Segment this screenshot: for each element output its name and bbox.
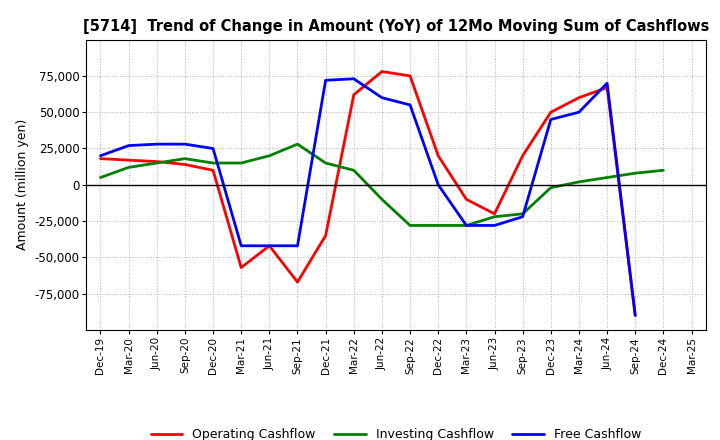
Operating Cashflow: [349, 92, 358, 97]
Operating Cashflow: [96, 156, 105, 161]
Investing Cashflow: [153, 160, 161, 165]
Investing Cashflow: [96, 175, 105, 180]
Free Cashflow: [125, 143, 133, 148]
Investing Cashflow: [406, 223, 415, 228]
Title: [5714]  Trend of Change in Amount (YoY) of 12Mo Moving Sum of Cashflows: [5714] Trend of Change in Amount (YoY) o…: [83, 19, 709, 34]
Investing Cashflow: [265, 153, 274, 158]
Y-axis label: Amount (million yen): Amount (million yen): [16, 119, 29, 250]
Operating Cashflow: [490, 211, 499, 216]
Investing Cashflow: [349, 168, 358, 173]
Legend: Operating Cashflow, Investing Cashflow, Free Cashflow: Operating Cashflow, Investing Cashflow, …: [146, 423, 646, 440]
Free Cashflow: [237, 243, 246, 249]
Free Cashflow: [321, 77, 330, 83]
Operating Cashflow: [181, 162, 189, 167]
Investing Cashflow: [377, 197, 386, 202]
Investing Cashflow: [575, 179, 583, 184]
Free Cashflow: [603, 81, 611, 86]
Free Cashflow: [209, 146, 217, 151]
Investing Cashflow: [125, 165, 133, 170]
Operating Cashflow: [153, 159, 161, 164]
Free Cashflow: [575, 110, 583, 115]
Operating Cashflow: [603, 85, 611, 90]
Free Cashflow: [181, 142, 189, 147]
Operating Cashflow: [434, 153, 443, 158]
Investing Cashflow: [659, 168, 667, 173]
Investing Cashflow: [181, 156, 189, 161]
Free Cashflow: [518, 214, 527, 220]
Investing Cashflow: [434, 223, 443, 228]
Investing Cashflow: [631, 171, 639, 176]
Line: Investing Cashflow: Investing Cashflow: [101, 144, 663, 225]
Operating Cashflow: [518, 153, 527, 158]
Investing Cashflow: [462, 223, 471, 228]
Operating Cashflow: [406, 73, 415, 78]
Free Cashflow: [546, 117, 555, 122]
Line: Free Cashflow: Free Cashflow: [101, 79, 635, 315]
Free Cashflow: [631, 313, 639, 318]
Operating Cashflow: [265, 243, 274, 249]
Operating Cashflow: [377, 69, 386, 74]
Operating Cashflow: [631, 313, 639, 318]
Free Cashflow: [293, 243, 302, 249]
Investing Cashflow: [603, 175, 611, 180]
Free Cashflow: [153, 142, 161, 147]
Free Cashflow: [349, 76, 358, 81]
Line: Operating Cashflow: Operating Cashflow: [101, 72, 635, 315]
Operating Cashflow: [125, 158, 133, 163]
Investing Cashflow: [321, 160, 330, 165]
Investing Cashflow: [237, 160, 246, 165]
Free Cashflow: [462, 223, 471, 228]
Operating Cashflow: [293, 279, 302, 285]
Free Cashflow: [490, 223, 499, 228]
Free Cashflow: [377, 95, 386, 100]
Investing Cashflow: [490, 214, 499, 220]
Investing Cashflow: [293, 142, 302, 147]
Operating Cashflow: [546, 110, 555, 115]
Operating Cashflow: [462, 197, 471, 202]
Operating Cashflow: [237, 265, 246, 270]
Investing Cashflow: [209, 160, 217, 165]
Operating Cashflow: [321, 233, 330, 238]
Free Cashflow: [434, 182, 443, 187]
Investing Cashflow: [546, 185, 555, 191]
Free Cashflow: [265, 243, 274, 249]
Free Cashflow: [406, 102, 415, 107]
Free Cashflow: [96, 153, 105, 158]
Operating Cashflow: [209, 168, 217, 173]
Investing Cashflow: [518, 211, 527, 216]
Operating Cashflow: [575, 95, 583, 100]
